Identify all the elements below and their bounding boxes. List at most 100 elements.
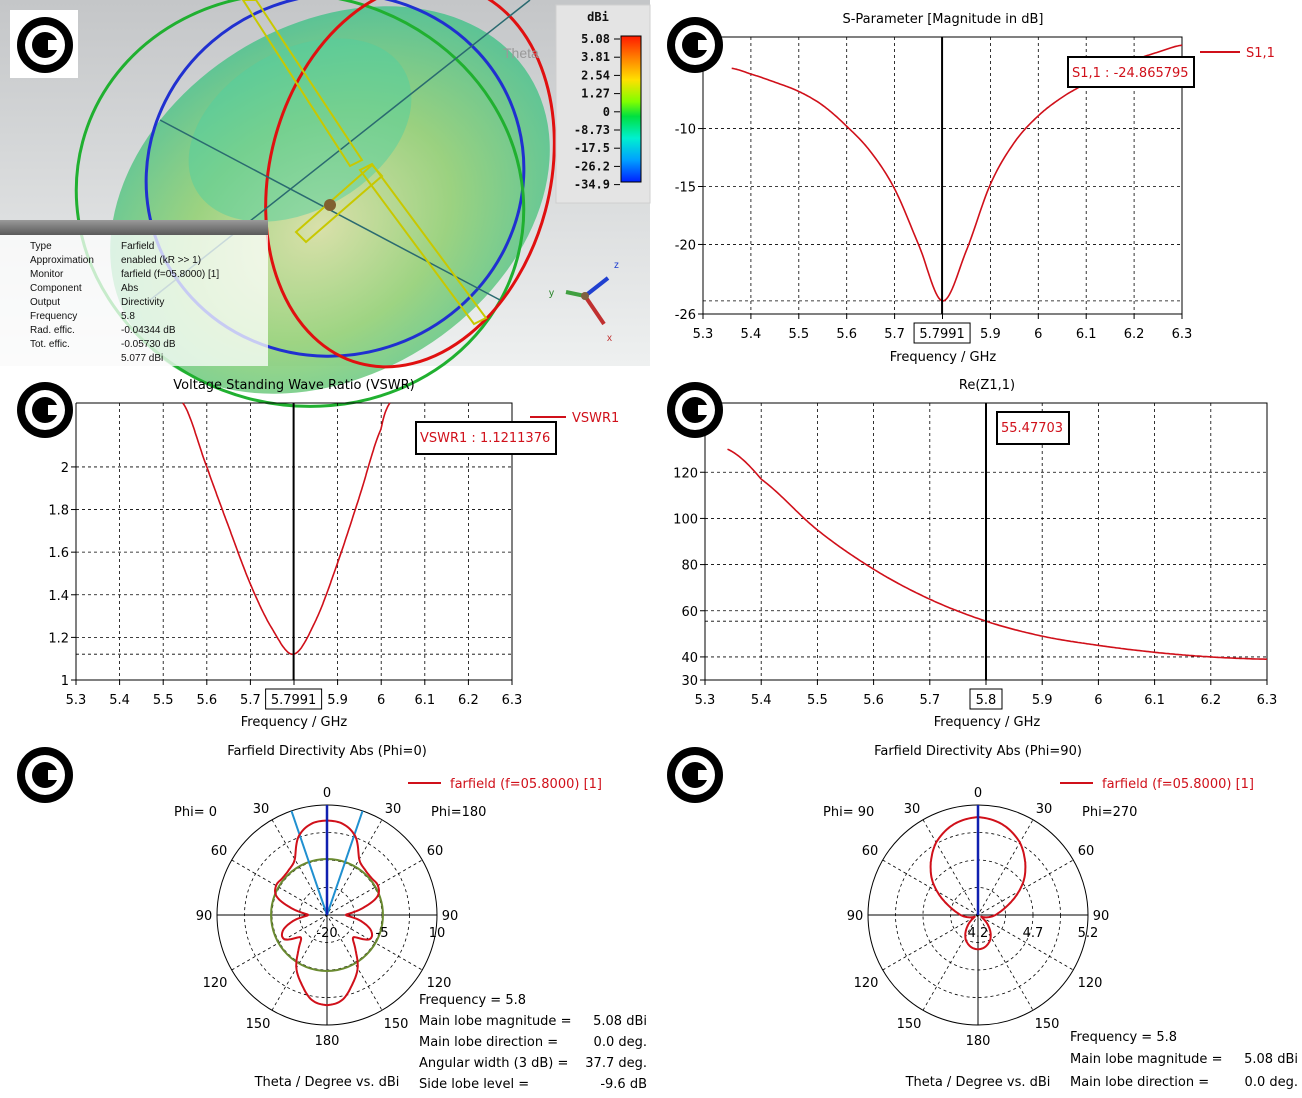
y-tick-label: 2 xyxy=(61,461,69,476)
y-tick-label: 80 xyxy=(681,559,698,574)
phi-right-label: Phi=270 xyxy=(1082,805,1137,820)
marker-value-box xyxy=(415,421,557,455)
chart-0: S-Parameter [Magnitude in dB] 5.3 5.4 5.5 5.… xyxy=(675,12,1275,365)
x-tick-label: 6.3 xyxy=(1257,693,1278,708)
angle-label: 120 xyxy=(203,976,228,991)
stat-label: Main lobe magnitude = xyxy=(1070,1052,1222,1067)
angle-label: 90 xyxy=(847,909,864,924)
stat-value: 37.7 deg. xyxy=(585,1056,647,1071)
stat-label: Main lobe magnitude = xyxy=(419,1014,571,1029)
farfield-info-panel: Type Farfield Approximation enabled (kR >> … xyxy=(0,220,268,366)
series-curve xyxy=(182,402,391,656)
stat-label: Main lobe direction = xyxy=(1070,1075,1209,1090)
legend-label: farfield (f=05.8000) [1] xyxy=(1102,777,1254,792)
x-tick-label: 5.3 xyxy=(695,693,716,708)
x-tick-label: 5.4 xyxy=(751,693,772,708)
phi-left-label: Phi= 90 xyxy=(823,805,874,820)
chart-title: Re(Z1,1) xyxy=(959,378,1015,393)
colorbar-tick-label: -8.73 xyxy=(574,123,610,137)
colorbar-tick-label: 0 xyxy=(603,105,610,119)
y-tick-label: 100 xyxy=(673,512,698,527)
angle-label: 30 xyxy=(904,802,921,817)
dipole-antenna xyxy=(241,0,488,326)
angle-label: 150 xyxy=(1035,1017,1060,1032)
x-tick-label: 5.4 xyxy=(109,693,130,708)
angle-label: 150 xyxy=(384,1017,409,1032)
marker-x-label: 5.7991 xyxy=(919,327,965,342)
y-tick-label: 1.2 xyxy=(48,631,69,646)
icon-letter-gap xyxy=(48,770,60,780)
info-value: -0.04344 dB xyxy=(121,325,176,336)
copyright-icon xyxy=(17,382,73,438)
phi-right-label: Phi=180 xyxy=(431,805,486,820)
stat-value: 5.08 dBi xyxy=(1244,1052,1298,1067)
stat-value: 0.0 deg. xyxy=(1245,1075,1298,1090)
icon-letter-c xyxy=(682,32,708,58)
x-axis-label: Frequency / GHz xyxy=(890,350,997,365)
series-curve xyxy=(727,448,1267,660)
info-label: Tot. effic. xyxy=(30,339,70,350)
info-value: enabled (kR >> 1) xyxy=(121,255,201,266)
angle-label: 90 xyxy=(1093,909,1110,924)
angle-label: 30 xyxy=(1036,802,1053,817)
icon-letter-gap xyxy=(48,405,60,415)
x-tick-label: 5.9 xyxy=(980,327,1001,342)
y-tick-label: -20 xyxy=(675,238,696,253)
beamwidth-line xyxy=(290,810,328,916)
x-tick-label: 5.6 xyxy=(863,693,884,708)
x-tick-label: 5.6 xyxy=(836,327,857,342)
angle-label: 120 xyxy=(427,976,452,991)
icon-letter-gap xyxy=(698,770,710,780)
copyright-icon xyxy=(667,747,723,803)
y-tick-label: 60 xyxy=(681,605,698,620)
x-tick-label: 6.1 xyxy=(414,693,435,708)
legend-label: VSWR1 xyxy=(572,411,619,426)
angle-label: 60 xyxy=(211,844,228,859)
x-tick-label: 6.1 xyxy=(1144,693,1165,708)
colorbar-tick-label: 2.54 xyxy=(581,68,610,82)
colorbar-tick-label: -17.5 xyxy=(574,141,610,155)
x-tick-label: 6 xyxy=(1094,693,1102,708)
legend-label: S1,1 xyxy=(1246,46,1275,61)
angle-label: 0 xyxy=(974,786,982,801)
marker-x-label: 5.7991 xyxy=(271,693,317,708)
angle-label: 150 xyxy=(246,1017,271,1032)
angle-label: 30 xyxy=(253,802,270,817)
angle-label: 90 xyxy=(196,909,213,924)
info-value: -0.05730 dB xyxy=(121,339,176,350)
info-value: farfield (f=05.8000) [1] xyxy=(121,269,219,280)
theta-ghost-label: Theta xyxy=(503,45,539,61)
marker-x-box xyxy=(265,688,323,710)
lobe-shading xyxy=(188,38,412,222)
colorbar-legend: dBi 5.08 3.81 2.54 1.27 0 -8.73 -17.5 -26.2 -34.… xyxy=(555,4,651,204)
angle-label: 30 xyxy=(385,802,402,817)
angle-label: 60 xyxy=(1078,844,1095,859)
x-axis-label: Theta / Degree vs. dBi xyxy=(905,1075,1051,1090)
marker-value-box xyxy=(996,411,1070,445)
x-axis-label: Frequency / GHz xyxy=(241,715,348,730)
phi-left-label: Phi= 0 xyxy=(174,805,217,820)
angle-label: 180 xyxy=(315,1034,340,1049)
ring-label: 4.2 xyxy=(968,926,989,941)
y-tick-label: 1.4 xyxy=(48,589,69,604)
pattern-curve xyxy=(273,819,381,1007)
y-tick-label: 120 xyxy=(673,466,698,481)
y-tick-label: 40 xyxy=(681,651,698,666)
marker-value-box xyxy=(1067,56,1195,88)
x-tick-label: 6.1 xyxy=(1076,327,1097,342)
info-value: Farfield xyxy=(121,241,154,252)
stat-value: 5.08 dBi xyxy=(593,1014,647,1029)
copyright-icon xyxy=(667,17,723,73)
farfield-3d-view[interactable]: Type Farfield Approximation enabled (kR >> … xyxy=(0,0,651,473)
copyright-icon xyxy=(10,10,78,78)
x-tick-label: 6.3 xyxy=(1172,327,1193,342)
x-tick-label: 6.2 xyxy=(1200,693,1221,708)
axis-triad: z x y xyxy=(549,260,619,344)
colorbar-gradient xyxy=(620,35,642,183)
theta-circle-red xyxy=(264,0,556,369)
stat-label: Frequency = 5.8 xyxy=(1070,1030,1177,1045)
stat-value: 0.0 deg. xyxy=(594,1035,647,1050)
axis-y-label: y xyxy=(549,288,554,299)
chart-title: S-Parameter [Magnitude in dB] xyxy=(842,12,1043,27)
